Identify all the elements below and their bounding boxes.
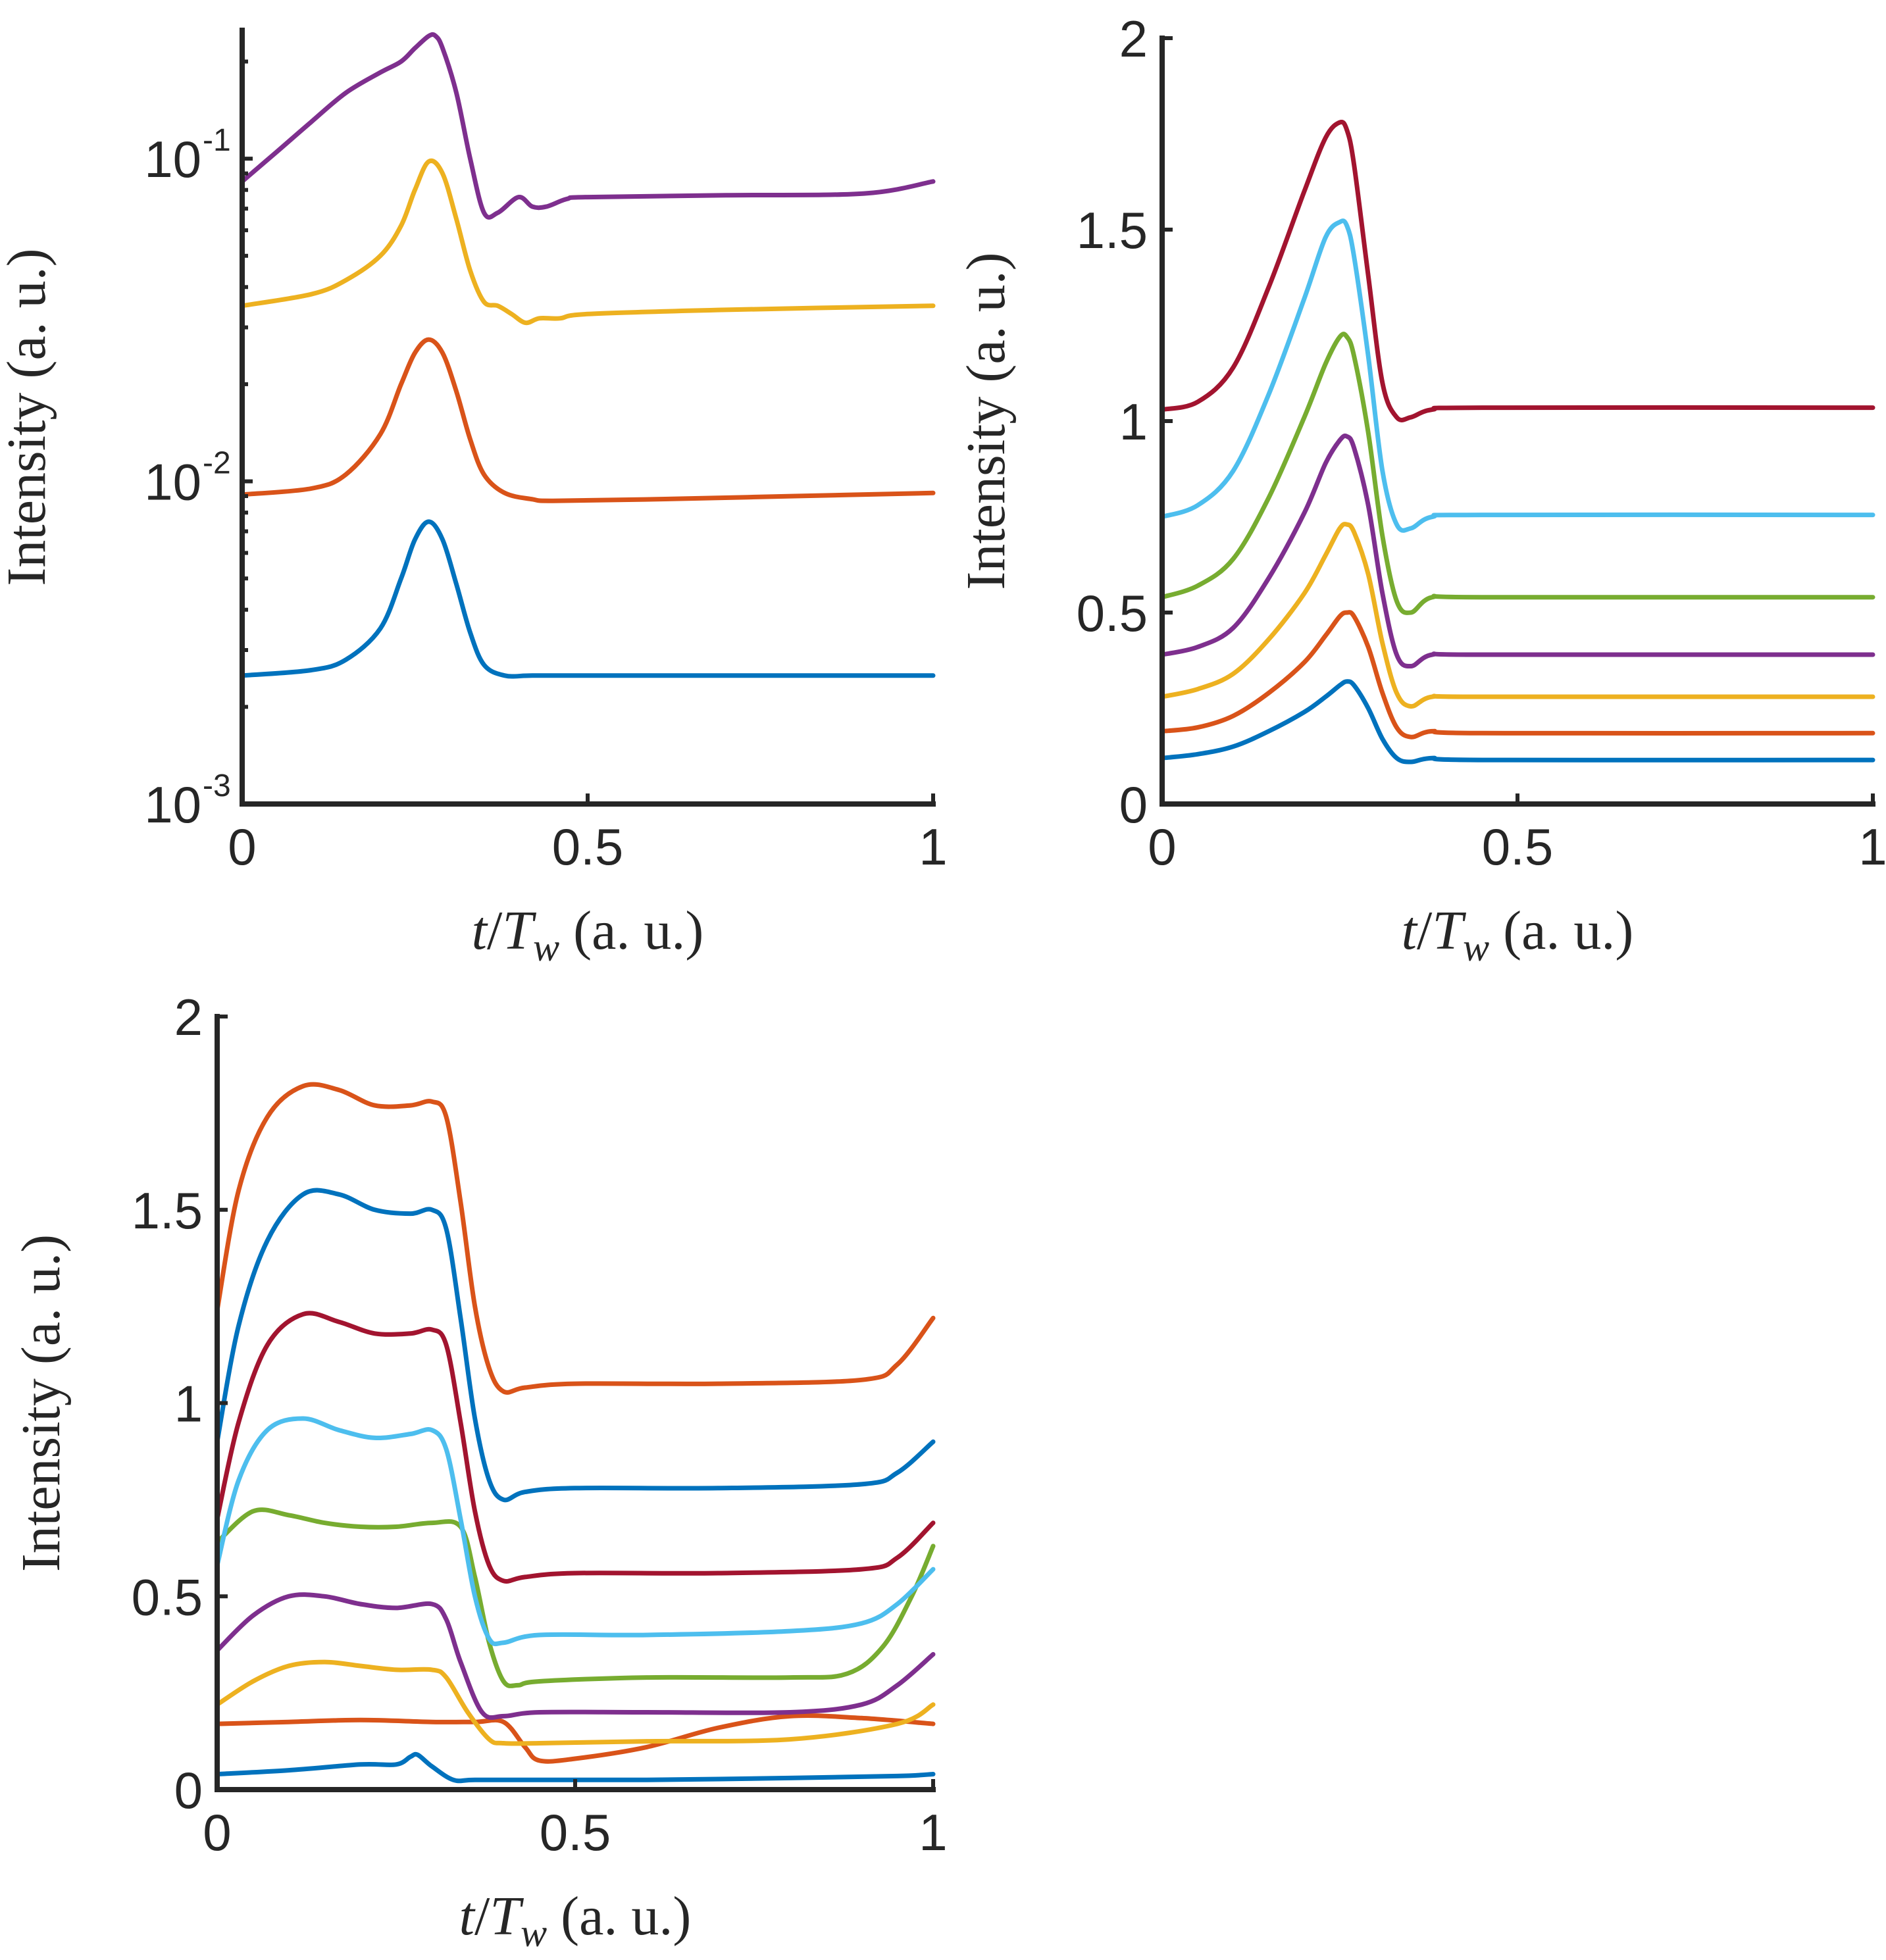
- series-line-s8: [215, 1188, 936, 1503]
- x-axis-title: t/Tw (a. u.): [1402, 900, 1634, 969]
- y-axis-title: Intensity (a. u.): [11, 1234, 72, 1572]
- y-tick-label: 10: [144, 776, 201, 834]
- x-tick-label: 0: [203, 1803, 231, 1861]
- series-line-s3: [1160, 522, 1875, 709]
- chart-top-left: 0 0.5 110-310-210 -1t/Tw (a. u.)Intensity (…: [0, 28, 948, 969]
- y-tick-label: 0: [174, 1761, 203, 1819]
- series-line-s3: [240, 158, 936, 326]
- y-tick-label: 2: [1119, 10, 1148, 68]
- x-tick-label: 0: [1148, 818, 1176, 876]
- y-tick-exponent: -2: [203, 446, 231, 481]
- series-line-s5: [1160, 332, 1875, 615]
- y-tick-exponent: -1: [203, 123, 231, 158]
- series-line-s4: [240, 32, 936, 220]
- series-line-s1: [1160, 679, 1875, 765]
- y-tick-label: 1: [1119, 393, 1148, 451]
- x-tick-label: 0: [228, 818, 256, 876]
- y-axis-title: Intensity (a. u.): [0, 248, 57, 586]
- chart-bottom-left: 0 0.5 1 0 0.5 1 1.5 2 t/Tw (a. u.) Intensity (a. …: [11, 988, 948, 1955]
- series-line-s4: [215, 1592, 936, 1721]
- series-line-s1: [215, 1751, 936, 1784]
- series-line-s2: [215, 1713, 936, 1764]
- x-tick-label: 0.5: [540, 1803, 611, 1861]
- y-tick-label: 10: [144, 130, 201, 188]
- series-line-s1: [240, 519, 936, 679]
- series-line-s7: [215, 1311, 936, 1584]
- y-tick-label: 1: [174, 1375, 203, 1433]
- x-tick-label: 1: [919, 1803, 947, 1861]
- series-line-s2: [240, 337, 936, 503]
- series-line-s6: [1160, 218, 1875, 533]
- series-line-s9: [215, 1082, 936, 1395]
- y-tick-label: 0.5: [1077, 584, 1148, 642]
- series-line-s5: [215, 1507, 936, 1688]
- series-line-s6: [215, 1416, 936, 1647]
- x-tick-label: 0.5: [552, 818, 623, 876]
- series-line-s4: [1160, 433, 1875, 669]
- y-tick-label: 1.5: [132, 1182, 203, 1240]
- series-line-s7: [1160, 120, 1875, 422]
- x-axis-title: t/Tw (a. u.): [472, 900, 704, 969]
- y-axis-title: Intensity (a. u.): [956, 252, 1017, 590]
- y-tick-label: 1.5: [1077, 201, 1148, 259]
- series-line-s3: [215, 1659, 936, 1746]
- y-tick-label: 0.5: [132, 1568, 203, 1626]
- x-tick-label: 1: [1858, 818, 1886, 876]
- x-tick-label: 1: [919, 818, 947, 876]
- series-line-s2: [1160, 610, 1875, 740]
- y-tick-label: 0: [1119, 776, 1148, 834]
- y-tick-exponent: -3: [203, 768, 231, 803]
- x-tick-label: 0.5: [1482, 818, 1553, 876]
- y-tick-label: 10: [144, 453, 201, 511]
- x-axis-title: t/Tw (a. u.): [459, 1886, 692, 1955]
- chart-top-right: 0 0.5 1 0 0.5 1 1.5 2 t/Tw (a. u.) Intensity (a. …: [956, 10, 1886, 969]
- y-tick-label: 2: [174, 988, 203, 1046]
